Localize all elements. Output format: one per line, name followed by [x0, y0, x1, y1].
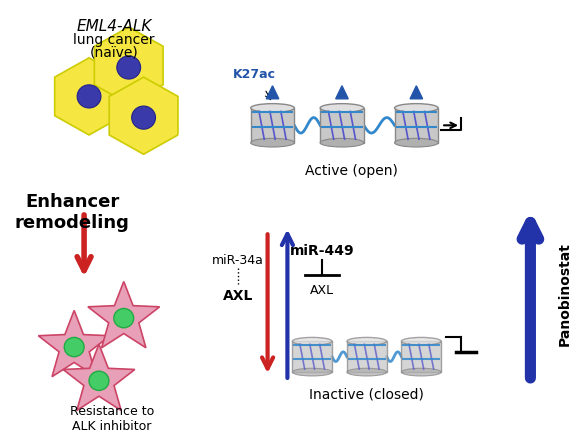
Circle shape	[89, 371, 109, 390]
Ellipse shape	[251, 104, 295, 112]
Text: Active (open): Active (open)	[306, 164, 398, 178]
Polygon shape	[38, 310, 110, 377]
Circle shape	[77, 85, 101, 108]
Polygon shape	[410, 86, 423, 99]
Ellipse shape	[292, 337, 332, 345]
Polygon shape	[88, 282, 160, 348]
Polygon shape	[55, 58, 124, 135]
Text: Inactive (closed): Inactive (closed)	[309, 388, 424, 402]
Ellipse shape	[347, 368, 387, 376]
Text: K27ac: K27ac	[233, 68, 276, 81]
Text: miR-449: miR-449	[290, 244, 354, 258]
Circle shape	[64, 337, 84, 357]
Polygon shape	[251, 108, 295, 143]
Text: Enhancer
remodeling: Enhancer remodeling	[14, 193, 129, 232]
Text: AXL: AXL	[310, 284, 334, 297]
Polygon shape	[63, 344, 135, 410]
Text: EML4-ALK: EML4-ALK	[76, 19, 151, 34]
Polygon shape	[292, 341, 332, 372]
Ellipse shape	[347, 337, 387, 345]
Ellipse shape	[251, 138, 295, 147]
Polygon shape	[394, 108, 438, 143]
Text: miR-34a: miR-34a	[212, 254, 264, 267]
Polygon shape	[320, 108, 364, 143]
Polygon shape	[109, 77, 178, 154]
Text: Panobinostat: Panobinostat	[558, 242, 572, 346]
Ellipse shape	[292, 368, 332, 376]
Polygon shape	[347, 341, 387, 372]
Circle shape	[132, 106, 155, 129]
Ellipse shape	[401, 368, 441, 376]
Text: (naïve): (naïve)	[89, 45, 138, 59]
Polygon shape	[401, 341, 441, 372]
Polygon shape	[266, 86, 279, 99]
Ellipse shape	[394, 138, 438, 147]
Ellipse shape	[320, 138, 364, 147]
Text: Resistance to
ALK inhibitor: Resistance to ALK inhibitor	[70, 405, 154, 433]
Text: AXL: AXL	[223, 289, 253, 303]
Circle shape	[117, 56, 140, 79]
Circle shape	[114, 309, 133, 328]
Polygon shape	[95, 27, 163, 104]
Ellipse shape	[394, 104, 438, 112]
Ellipse shape	[401, 337, 441, 345]
Ellipse shape	[320, 104, 364, 112]
Polygon shape	[336, 86, 348, 99]
Text: lung cancer: lung cancer	[73, 33, 155, 47]
